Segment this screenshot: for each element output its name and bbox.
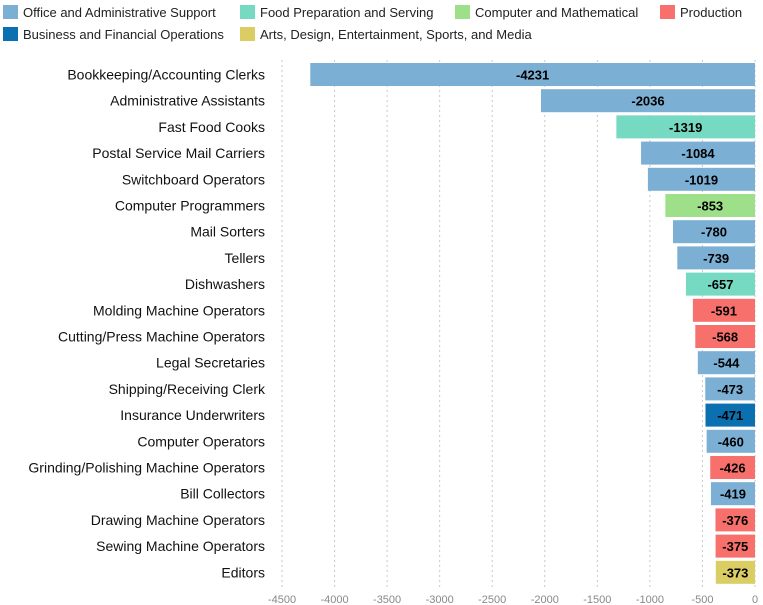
category-label: Computer Operators [137,433,265,449]
value-label: -426 [720,461,746,476]
value-label: -460 [718,434,744,449]
value-label: -1019 [685,172,718,187]
value-label: -2036 [631,94,664,109]
bar [710,482,755,506]
legend-label-arts: Arts, Design, Entertainment, Sports, and… [260,27,532,42]
bar [677,246,755,270]
legend-label-computer: Computer and Mathematical [475,5,638,20]
bar [685,272,755,296]
category-label: Bookkeeping/Accounting Clerks [67,67,265,83]
category-label: Bill Collectors [180,486,265,502]
legend-label-business: Business and Financial Operations [23,27,224,42]
category-label: Dishwashers [185,276,265,292]
value-label: -1084 [681,146,715,161]
legend: Office and Administrative Support Food Pr… [3,5,742,42]
value-label: -544 [713,356,740,371]
x-tick-label: -500 [691,594,713,605]
category-label: Legal Secretaries [156,355,265,371]
bar [641,141,755,165]
legend-label-food: Food Preparation and Serving [260,5,433,20]
x-tick-label: -2500 [478,594,506,605]
value-label: -471 [717,408,743,423]
value-label: -739 [703,251,729,266]
bar [695,325,755,348]
value-label: -375 [722,539,748,554]
legend-swatch-arts [240,27,255,41]
value-label: -4231 [516,68,549,83]
value-label: -373 [722,565,748,580]
bar [705,377,755,401]
grid [281,60,756,588]
bar [706,429,755,453]
bar [665,194,755,217]
legend-label-production: Production [680,5,742,20]
bars [310,63,755,584]
value-label: -591 [711,303,737,318]
bar [710,456,755,479]
bar [715,508,755,532]
x-tick-label: 0 [752,594,758,605]
bar [310,63,755,86]
value-labels: -4231 -2036 -1319 -1084 -1019 -853 -780 -739 -65… [516,68,748,581]
x-tick-label: -1500 [583,594,611,605]
bar [692,298,755,322]
x-tick-label: -1000 [636,594,664,605]
bar [705,403,755,427]
x-tick-label: -2000 [531,594,559,605]
category-label: Sewing Machine Operators [96,538,265,554]
category-label: Tellers [225,250,265,266]
value-label: -780 [701,225,727,240]
bar [715,560,755,584]
legend-label-office: Office and Administrative Support [23,5,216,20]
category-label: Postal Service Mail Carriers [92,145,265,161]
category-label: Administrative Assistants [110,93,265,109]
x-tick-label: -4000 [320,594,348,605]
bar [697,351,755,375]
category-label: Fast Food Cooks [158,119,265,135]
legend-swatch-office [3,5,18,19]
category-label: Insurance Underwriters [120,407,265,423]
value-label: -376 [722,513,748,528]
category-label: Shipping/Receiving Clerk [109,381,266,397]
category-label: Drawing Machine Operators [91,512,265,528]
legend-swatch-production [660,5,675,19]
bar [673,220,755,244]
bar [647,167,755,191]
x-tick-label: -4500 [268,594,296,605]
category-label: Cutting/Press Machine Operators [58,329,265,345]
legend-swatch-computer [455,5,470,19]
x-tick-label: -3000 [426,594,454,605]
value-label: -1319 [669,120,702,135]
bar [715,534,755,558]
value-label: -568 [712,330,738,345]
category-label: Computer Programmers [115,198,265,214]
category-label: Grinding/Polishing Machine Operators [28,460,265,476]
category-labels: Bookkeeping/Accounting Clerks Administrat… [28,67,266,581]
x-tick-label: -3500 [373,594,401,605]
category-label: Editors [221,564,265,580]
legend-swatch-food [240,5,255,19]
value-label: -473 [717,382,743,397]
bar [540,89,755,113]
bar [616,115,755,139]
category-label: Molding Machine Operators [93,302,265,318]
legend-swatch-business [3,27,18,41]
x-axis: -4500 -4000 -3500 -3000 -2500 -2000 -1500 -1000… [268,594,758,605]
value-label: -853 [697,199,723,214]
value-label: -419 [720,487,746,502]
category-label: Switchboard Operators [122,171,265,187]
category-label: Mail Sorters [190,224,265,240]
value-label: -657 [707,277,733,292]
